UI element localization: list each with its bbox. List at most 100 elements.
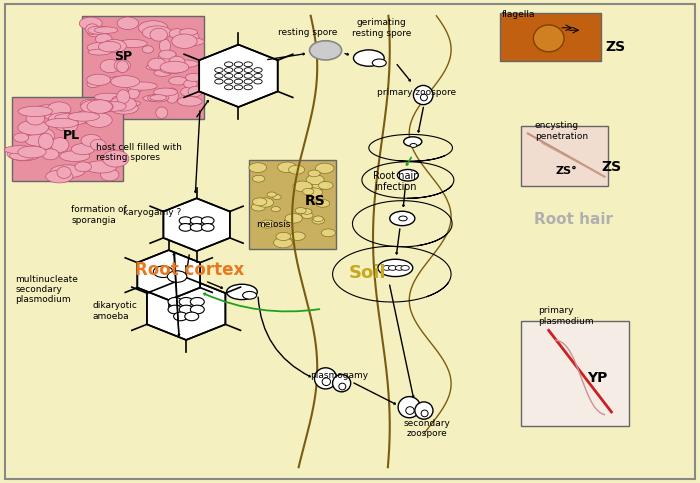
Ellipse shape [179,224,192,231]
Ellipse shape [159,62,185,73]
Ellipse shape [179,305,193,314]
Ellipse shape [146,64,163,70]
Ellipse shape [26,112,45,125]
Ellipse shape [88,49,111,55]
Ellipse shape [88,43,116,53]
Ellipse shape [148,94,169,102]
Text: RS: RS [304,194,326,208]
Ellipse shape [401,266,410,270]
Ellipse shape [160,61,189,73]
Ellipse shape [28,128,55,144]
Text: resting spore: resting spore [279,28,338,37]
Ellipse shape [410,143,417,147]
Ellipse shape [18,120,48,135]
Ellipse shape [87,100,112,114]
Ellipse shape [180,28,197,36]
Text: primary zoospore: primary zoospore [377,88,456,97]
Ellipse shape [85,24,99,34]
Text: ZS: ZS [601,160,622,174]
Ellipse shape [169,56,185,68]
Ellipse shape [178,97,202,106]
Ellipse shape [88,29,102,37]
Ellipse shape [306,188,323,197]
Ellipse shape [414,85,433,105]
Ellipse shape [90,139,106,150]
Text: secondary
zoospore: secondary zoospore [403,419,450,439]
Ellipse shape [316,199,330,207]
Ellipse shape [316,163,334,173]
Ellipse shape [383,266,391,270]
Text: formation of
sporangia: formation of sporangia [71,205,127,225]
Ellipse shape [36,105,58,113]
Ellipse shape [302,212,313,219]
Ellipse shape [76,111,95,123]
Ellipse shape [43,108,65,120]
Ellipse shape [186,73,202,82]
Ellipse shape [271,207,280,212]
Ellipse shape [100,101,126,111]
Ellipse shape [57,167,71,178]
Ellipse shape [404,137,422,146]
Ellipse shape [225,85,233,90]
Ellipse shape [278,162,297,172]
Ellipse shape [25,134,52,146]
Ellipse shape [169,77,188,85]
Ellipse shape [80,99,113,114]
Ellipse shape [312,217,325,224]
Ellipse shape [159,50,176,59]
Ellipse shape [87,74,111,85]
Ellipse shape [406,407,414,414]
Ellipse shape [399,216,407,221]
Ellipse shape [322,378,330,385]
Bar [82,16,204,119]
Ellipse shape [54,113,71,125]
Text: primary
plasmodium: primary plasmodium [538,306,594,326]
Ellipse shape [168,305,182,314]
Ellipse shape [94,93,122,101]
Ellipse shape [398,170,419,181]
Ellipse shape [202,224,214,231]
Ellipse shape [81,134,102,146]
Ellipse shape [54,115,69,130]
Text: ZS°: ZS° [555,166,577,176]
Ellipse shape [244,73,253,78]
Ellipse shape [18,146,46,158]
Text: Soil: Soil [349,264,386,282]
Polygon shape [199,44,278,107]
Ellipse shape [75,162,92,172]
Ellipse shape [94,27,118,33]
Ellipse shape [118,40,147,47]
Ellipse shape [244,68,253,72]
Ellipse shape [276,232,290,241]
Ellipse shape [215,68,223,72]
Ellipse shape [117,17,139,29]
Ellipse shape [117,61,128,72]
Ellipse shape [139,21,168,35]
Text: encysting
penetration: encysting penetration [535,121,588,141]
Ellipse shape [166,88,179,103]
Ellipse shape [421,94,428,101]
Ellipse shape [153,266,173,278]
Polygon shape [163,199,230,251]
Ellipse shape [4,146,35,154]
Ellipse shape [234,68,243,72]
Ellipse shape [244,62,253,67]
Ellipse shape [332,374,351,392]
Bar [521,126,608,186]
Ellipse shape [309,41,342,60]
Ellipse shape [390,211,415,226]
Ellipse shape [302,209,312,214]
Ellipse shape [100,59,120,73]
Ellipse shape [101,169,119,181]
Ellipse shape [99,42,121,52]
Ellipse shape [190,217,203,225]
Ellipse shape [225,68,233,72]
Ellipse shape [257,198,274,207]
Ellipse shape [249,163,267,172]
Ellipse shape [48,102,71,116]
Bar [12,98,123,182]
Ellipse shape [293,181,312,192]
Ellipse shape [10,151,35,160]
Ellipse shape [187,31,199,46]
Ellipse shape [190,305,204,314]
